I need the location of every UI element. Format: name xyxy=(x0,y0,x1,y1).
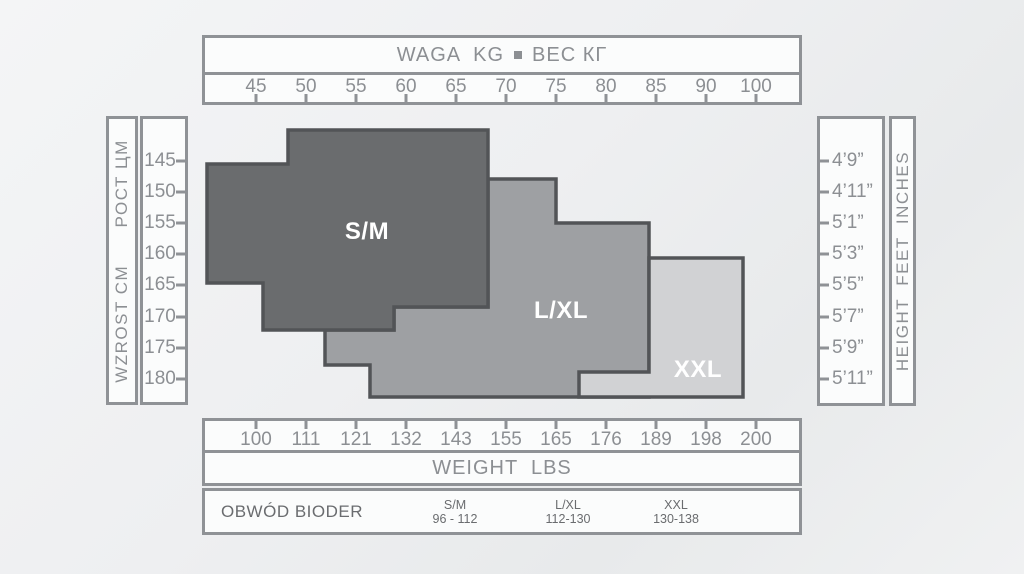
right-scale-number: 5’7” xyxy=(832,306,864,328)
left-scale-number: 165 xyxy=(143,274,177,296)
right-scale-tick xyxy=(820,377,829,380)
bottom-scale-number: 200 xyxy=(740,429,772,451)
right-axis-label-box: HEIGHT FEET INCHES xyxy=(889,116,916,406)
top-scale-tick xyxy=(405,94,408,102)
bottom-axis-scale: 100 111 121 132 143 155 165 176 189 198 200 xyxy=(205,421,799,453)
left-scale-number: 160 xyxy=(143,243,177,265)
bottom-scale-tick xyxy=(505,421,508,429)
hip-size-range: 96 - 112 xyxy=(433,512,478,526)
right-scale-number: 5’5” xyxy=(832,274,864,296)
bottom-axis-box: 100 111 121 132 143 155 165 176 189 198 200 WEIGHT… xyxy=(202,418,802,486)
left-scale-number: 155 xyxy=(143,212,177,234)
top-axis-scale: 45505560657075808590100 xyxy=(205,75,799,102)
top-scale-tick xyxy=(455,94,458,102)
region-label-lxl: L/XL xyxy=(534,297,588,325)
right-scale-tick xyxy=(820,253,829,256)
left-scale-tick xyxy=(176,253,185,256)
left-scale-tick xyxy=(176,190,185,193)
bottom-scale-number: 121 xyxy=(340,429,372,451)
bottom-scale-number: 132 xyxy=(390,429,422,451)
top-scale-tick xyxy=(705,94,708,102)
hip-table-box: OBWÓD BIODER S/M96 - 112 L/XL112-130 XXL13… xyxy=(202,488,802,535)
right-scale-number: 4’9” xyxy=(832,150,864,172)
right-scale-tick xyxy=(820,284,829,287)
left-scale-tick xyxy=(176,159,185,162)
right-scale-tick xyxy=(820,346,829,349)
bottom-scale-number: 155 xyxy=(490,429,522,451)
hip-size-name: XXL xyxy=(653,498,699,512)
right-scale-tick xyxy=(820,221,829,224)
bottom-scale-tick xyxy=(605,421,608,429)
right-scale-tick xyxy=(820,315,829,318)
left-scale-tick xyxy=(176,221,185,224)
top-axis-box: WAGA KG ВЕС КГ 45505560657075808590100 xyxy=(202,35,802,105)
hip-size-name: L/XL xyxy=(546,498,591,512)
left-scale-tick xyxy=(176,284,185,287)
size-chart-page: WAGA KG ВЕС КГ 45505560657075808590100 W… xyxy=(0,0,1024,574)
top-axis-title-right: ВЕС КГ xyxy=(532,44,607,67)
left-scale-tick xyxy=(176,346,185,349)
left-axis-scale-box: 145 150 155 160 165 170 175 180 xyxy=(140,116,188,405)
right-scale-number: 5’11” xyxy=(832,368,873,390)
bottom-scale-number: 189 xyxy=(640,429,672,451)
bottom-scale-tick xyxy=(255,421,258,429)
top-scale-tick xyxy=(655,94,658,102)
hip-table-label: OBWÓD BIODER xyxy=(221,502,363,522)
bottom-scale-number: 165 xyxy=(540,429,572,451)
left-scale-number: 150 xyxy=(143,181,177,203)
left-scale-number: 170 xyxy=(143,306,177,328)
top-scale-tick xyxy=(255,94,258,102)
top-scale-tick xyxy=(555,94,558,102)
bottom-scale-tick xyxy=(355,421,358,429)
right-scale-tick xyxy=(820,190,829,193)
left-scale-tick xyxy=(176,377,185,380)
bottom-scale-number: 198 xyxy=(690,429,722,451)
bottom-scale-tick xyxy=(305,421,308,429)
top-scale-tick xyxy=(305,94,308,102)
bottom-scale-number: 100 xyxy=(240,429,272,451)
left-scale-number: 175 xyxy=(143,337,177,359)
bottom-scale-tick xyxy=(755,421,758,429)
right-scale-number: 5’3” xyxy=(832,243,864,265)
bottom-scale-tick xyxy=(655,421,658,429)
right-scale-number: 5’1” xyxy=(832,212,864,234)
top-axis-title-left: WAGA KG xyxy=(397,44,504,67)
bottom-scale-tick xyxy=(705,421,708,429)
top-scale-tick xyxy=(355,94,358,102)
left-scale-tick xyxy=(176,315,185,318)
bottom-scale-number: 111 xyxy=(292,429,321,451)
region-label-sm: S/M xyxy=(345,218,389,246)
left-scale-number: 180 xyxy=(143,368,177,390)
hip-table-column: L/XL112-130 xyxy=(546,498,591,526)
bottom-scale-tick xyxy=(555,421,558,429)
right-axis-scale-box: 4’9” 4’11” 5’1” 5’3” 5’5” 5’7” 5’9” 5’11” xyxy=(817,116,885,406)
left-axis-label-box: WZROST CM РОСТ ЦМ xyxy=(106,116,138,405)
hip-table-column: XXL130-138 xyxy=(653,498,699,526)
hip-size-name: S/M xyxy=(433,498,478,512)
right-axis-label: HEIGHT FEET INCHES xyxy=(893,151,913,371)
right-scale-tick xyxy=(820,159,829,162)
left-axis-label: WZROST CM РОСТ ЦМ xyxy=(112,139,132,383)
hip-table-column: S/M96 - 112 xyxy=(433,498,478,526)
top-scale-tick xyxy=(505,94,508,102)
square-separator-icon xyxy=(514,51,522,59)
bottom-scale-tick xyxy=(455,421,458,429)
top-axis-title: WAGA KG ВЕС КГ xyxy=(205,38,799,75)
right-scale-number: 5’9” xyxy=(832,337,864,359)
right-scale-number: 4’11” xyxy=(832,181,873,203)
region-label-xxl: XXL xyxy=(674,356,722,384)
bottom-scale-tick xyxy=(405,421,408,429)
hip-size-range: 112-130 xyxy=(546,512,591,526)
bottom-axis-title: WEIGHT LBS xyxy=(205,453,799,483)
left-scale-number: 145 xyxy=(143,150,177,172)
top-scale-tick xyxy=(755,94,758,102)
bottom-scale-number: 143 xyxy=(440,429,472,451)
hip-size-range: 130-138 xyxy=(653,512,699,526)
bottom-scale-number: 176 xyxy=(590,429,622,451)
top-scale-tick xyxy=(605,94,608,102)
